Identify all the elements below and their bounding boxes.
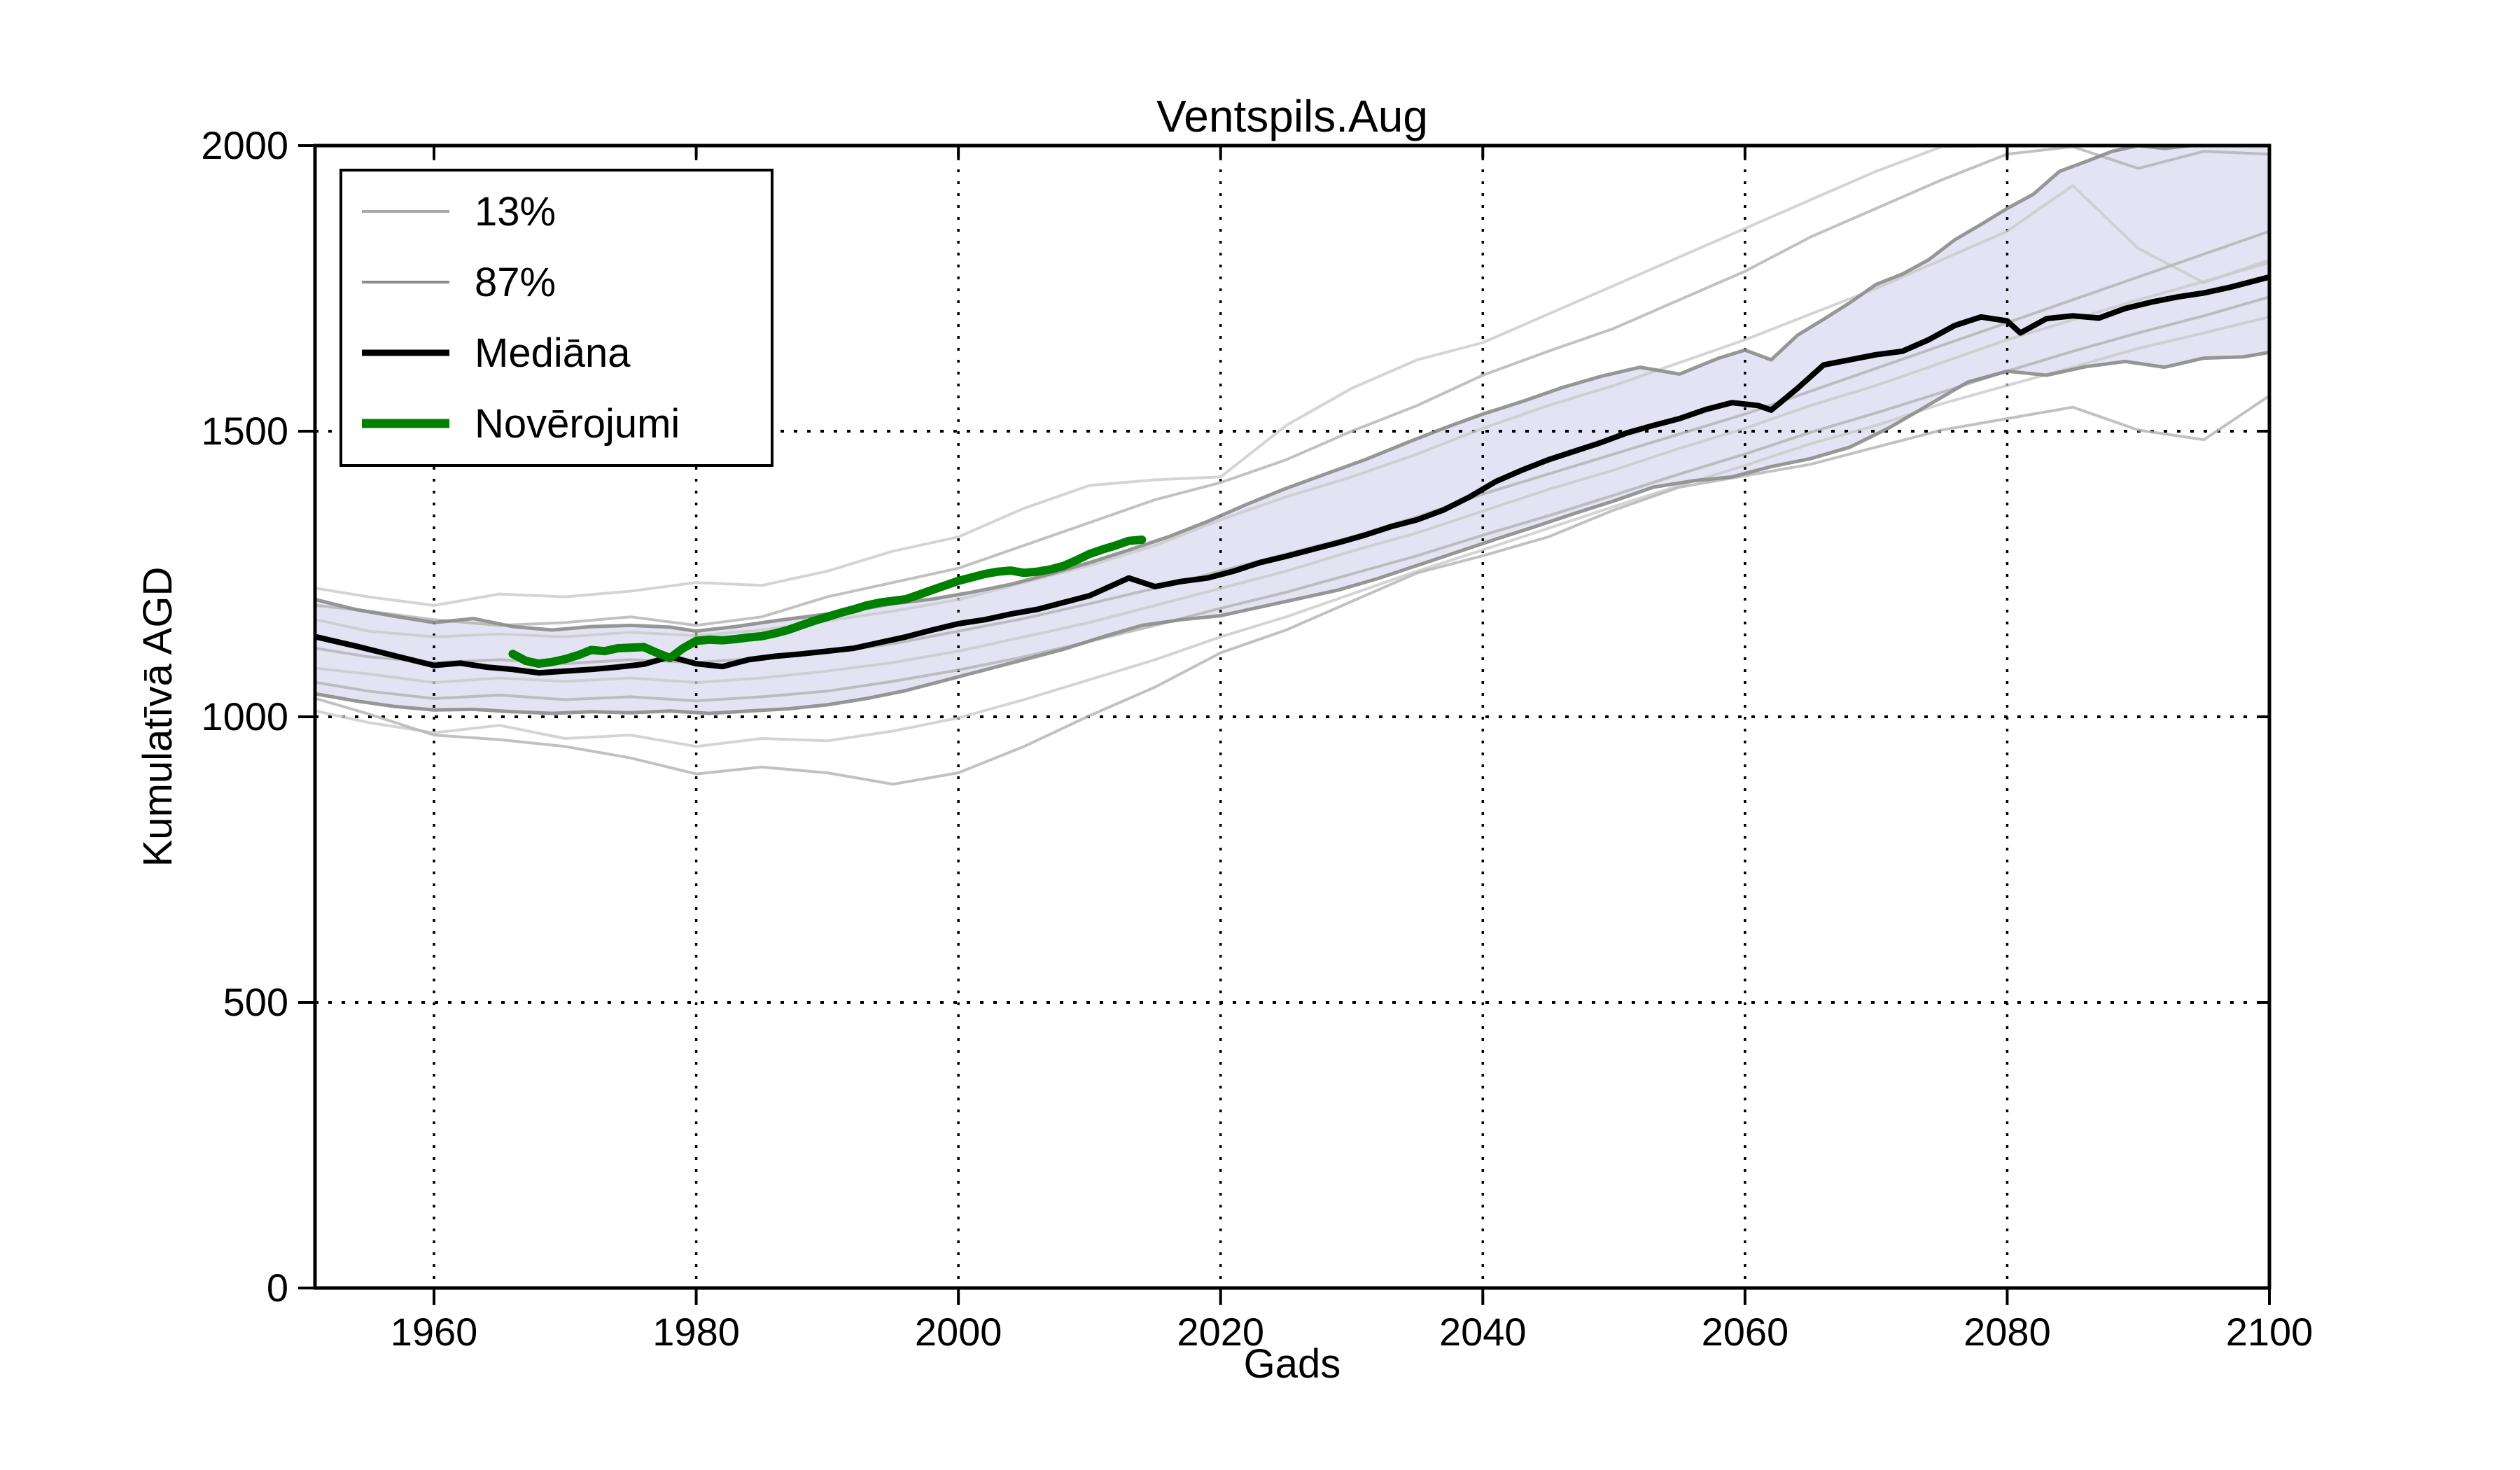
- x-axis-label: Gads: [1244, 1341, 1341, 1387]
- observations-line: [508, 536, 1147, 668]
- y-axis-label: Kumulatīvā AGD: [135, 567, 181, 867]
- ensemble-5-line: [316, 261, 2269, 684]
- ensemble-3-line: [315, 184, 2269, 638]
- legend-label-2: 87%: [475, 260, 556, 305]
- ensemble-7-line: [315, 315, 2269, 748]
- ensemble-6-line: [316, 295, 2269, 703]
- axes-layer: 1960 1980 2000 2020 2040 2060 2080 2100 0 500 1000…: [201, 123, 2313, 1354]
- legend-label-3: Mediāna: [475, 330, 631, 376]
- x-tick-label: 2000: [915, 1310, 1002, 1354]
- percentile-lines-layer: [315, 146, 2269, 715]
- ensemble-8-line: [315, 394, 2269, 786]
- main-lines-layer: [315, 274, 2269, 676]
- legend-label-4: Novērojumi: [475, 401, 680, 447]
- x-tick-label: 2040: [1439, 1310, 1527, 1354]
- x-tick-label: 2060: [1702, 1310, 1789, 1354]
- ensemble-2-line: [316, 146, 2269, 627]
- x-tick-label: 2020: [1177, 1310, 1264, 1354]
- legend-label-1: 13%: [475, 189, 556, 234]
- ensemble-lines-layer: [315, 146, 2269, 786]
- y-tick-label: 1000: [201, 694, 288, 738]
- x-tick-label: 2080: [1963, 1310, 2051, 1354]
- y-tick-label: 0: [267, 1266, 288, 1310]
- y-tick-label: 2000: [201, 123, 288, 167]
- percentile-87-line: [315, 146, 2269, 634]
- y-tick-label: 1500: [201, 409, 288, 453]
- x-tick-label: 2100: [2226, 1310, 2314, 1354]
- chart-title: Ventspils.Aug: [1156, 91, 1428, 141]
- x-tick-label: 1980: [652, 1310, 740, 1354]
- legend-box: [340, 169, 774, 467]
- x-tick-label: 1960: [391, 1310, 478, 1354]
- percentile-13-line: [315, 350, 2269, 715]
- legend: 13% 87% Mediāna Novērojumi: [340, 169, 774, 467]
- y-tick-label: 500: [223, 980, 288, 1024]
